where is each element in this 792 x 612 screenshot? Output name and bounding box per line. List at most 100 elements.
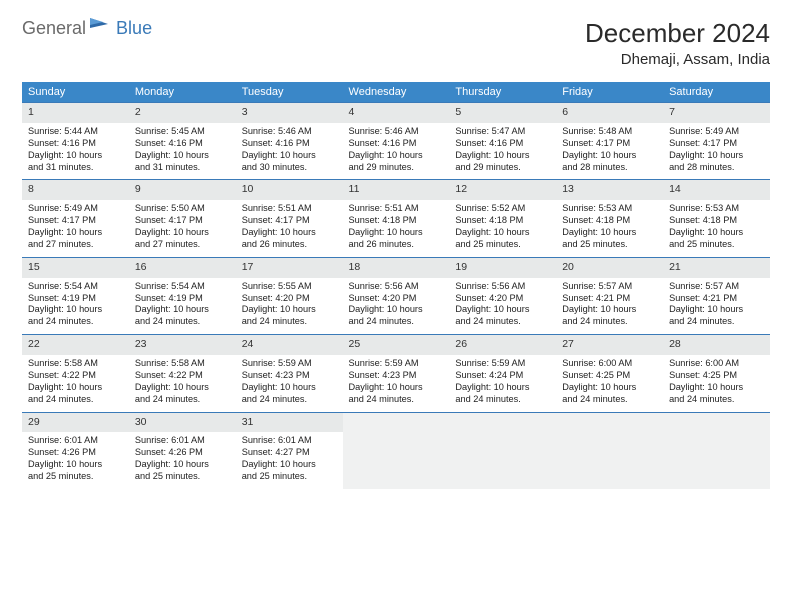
sunrise-text: Sunrise: 5:46 AM [242,126,337,138]
sunrise-text: Sunrise: 5:59 AM [349,358,444,370]
sunrise-text: Sunrise: 5:53 AM [669,203,764,215]
weekday-header: Tuesday [236,82,343,103]
daylight-text-1: Daylight: 10 hours [669,304,764,316]
daylight-text-1: Daylight: 10 hours [28,459,123,471]
daylight-text-1: Daylight: 10 hours [135,304,230,316]
day-number-cell: 28 [663,335,770,355]
day-details-cell: Sunrise: 5:57 AMSunset: 4:21 PMDaylight:… [663,278,770,335]
sunset-text: Sunset: 4:16 PM [455,138,550,150]
sunrise-text: Sunrise: 5:58 AM [135,358,230,370]
sunrise-text: Sunrise: 5:54 AM [28,281,123,293]
sunset-text: Sunset: 4:17 PM [562,138,657,150]
daylight-text-2: and 24 minutes. [669,394,764,406]
day-details-cell: Sunrise: 5:59 AMSunset: 4:23 PMDaylight:… [236,355,343,412]
logo-text-blue: Blue [116,18,152,39]
sunset-text: Sunset: 4:16 PM [28,138,123,150]
day-details-cell: Sunrise: 5:49 AMSunset: 4:17 PMDaylight:… [22,200,129,257]
sunrise-text: Sunrise: 5:58 AM [28,358,123,370]
day-number-cell: 7 [663,103,770,123]
daylight-text-2: and 31 minutes. [28,162,123,174]
sunset-text: Sunset: 4:18 PM [455,215,550,227]
day-details-cell: Sunrise: 5:57 AMSunset: 4:21 PMDaylight:… [556,278,663,335]
sunset-text: Sunset: 4:17 PM [669,138,764,150]
day-number-cell: 19 [449,257,556,277]
day-details-cell: Sunrise: 5:44 AMSunset: 4:16 PMDaylight:… [22,123,129,180]
day-number-cell: 13 [556,180,663,200]
day-details-cell: Sunrise: 5:50 AMSunset: 4:17 PMDaylight:… [129,200,236,257]
day-number-cell: 26 [449,335,556,355]
day-number-cell [449,412,556,432]
day-details-cell: Sunrise: 5:46 AMSunset: 4:16 PMDaylight:… [343,123,450,180]
sunrise-text: Sunrise: 5:55 AM [242,281,337,293]
day-details-cell: Sunrise: 5:56 AMSunset: 4:20 PMDaylight:… [449,278,556,335]
daylight-text-2: and 30 minutes. [242,162,337,174]
sunset-text: Sunset: 4:19 PM [135,293,230,305]
day-number-cell: 14 [663,180,770,200]
daylight-text-2: and 24 minutes. [135,394,230,406]
sunrise-text: Sunrise: 6:00 AM [669,358,764,370]
sunrise-text: Sunrise: 5:52 AM [455,203,550,215]
day-details-cell: Sunrise: 5:47 AMSunset: 4:16 PMDaylight:… [449,123,556,180]
daylight-text-1: Daylight: 10 hours [669,227,764,239]
day-details-cell [449,432,556,489]
day-details-row: Sunrise: 5:44 AMSunset: 4:16 PMDaylight:… [22,123,770,180]
daylight-text-1: Daylight: 10 hours [242,382,337,394]
weekday-header: Friday [556,82,663,103]
daylight-text-2: and 27 minutes. [135,239,230,251]
location-text: Dhemaji, Assam, India [585,51,770,68]
sunrise-text: Sunrise: 5:49 AM [669,126,764,138]
day-details-row: Sunrise: 6:01 AMSunset: 4:26 PMDaylight:… [22,432,770,489]
day-details-cell: Sunrise: 5:51 AMSunset: 4:17 PMDaylight:… [236,200,343,257]
day-details-cell: Sunrise: 5:45 AMSunset: 4:16 PMDaylight:… [129,123,236,180]
daylight-text-1: Daylight: 10 hours [28,382,123,394]
sunset-text: Sunset: 4:20 PM [242,293,337,305]
sunrise-text: Sunrise: 5:46 AM [349,126,444,138]
daylight-text-1: Daylight: 10 hours [455,227,550,239]
daylight-text-1: Daylight: 10 hours [349,150,444,162]
day-details-cell: Sunrise: 5:51 AMSunset: 4:18 PMDaylight:… [343,200,450,257]
day-number-row: 22232425262728 [22,335,770,355]
sunrise-text: Sunrise: 6:00 AM [562,358,657,370]
sunrise-text: Sunrise: 5:57 AM [669,281,764,293]
daylight-text-1: Daylight: 10 hours [562,227,657,239]
sunset-text: Sunset: 4:26 PM [28,447,123,459]
sunset-text: Sunset: 4:21 PM [562,293,657,305]
sunrise-text: Sunrise: 6:01 AM [28,435,123,447]
day-number-cell: 9 [129,180,236,200]
daylight-text-2: and 25 minutes. [562,239,657,251]
daylight-text-1: Daylight: 10 hours [562,304,657,316]
day-details-row: Sunrise: 5:58 AMSunset: 4:22 PMDaylight:… [22,355,770,412]
day-number-cell [343,412,450,432]
sunrise-text: Sunrise: 5:50 AM [135,203,230,215]
sunrise-text: Sunrise: 5:51 AM [242,203,337,215]
daylight-text-1: Daylight: 10 hours [669,382,764,394]
sunset-text: Sunset: 4:16 PM [242,138,337,150]
daylight-text-1: Daylight: 10 hours [349,382,444,394]
day-details-cell: Sunrise: 6:00 AMSunset: 4:25 PMDaylight:… [663,355,770,412]
daylight-text-1: Daylight: 10 hours [242,459,337,471]
day-number-cell: 29 [22,412,129,432]
day-details-cell: Sunrise: 5:56 AMSunset: 4:20 PMDaylight:… [343,278,450,335]
day-number-cell: 3 [236,103,343,123]
day-number-cell: 2 [129,103,236,123]
day-details-cell: Sunrise: 6:01 AMSunset: 4:27 PMDaylight:… [236,432,343,489]
daylight-text-1: Daylight: 10 hours [455,150,550,162]
daylight-text-1: Daylight: 10 hours [455,304,550,316]
sunrise-text: Sunrise: 6:01 AM [135,435,230,447]
day-details-cell: Sunrise: 5:58 AMSunset: 4:22 PMDaylight:… [129,355,236,412]
daylight-text-1: Daylight: 10 hours [135,150,230,162]
day-number-cell: 15 [22,257,129,277]
sunset-text: Sunset: 4:17 PM [242,215,337,227]
daylight-text-1: Daylight: 10 hours [135,382,230,394]
month-title: December 2024 [585,18,770,49]
daylight-text-2: and 24 minutes. [455,394,550,406]
daylight-text-1: Daylight: 10 hours [349,304,444,316]
day-details-row: Sunrise: 5:49 AMSunset: 4:17 PMDaylight:… [22,200,770,257]
day-number-cell: 21 [663,257,770,277]
day-number-cell: 20 [556,257,663,277]
sunrise-text: Sunrise: 5:53 AM [562,203,657,215]
weekday-header: Saturday [663,82,770,103]
day-number-cell: 11 [343,180,450,200]
day-details-cell: Sunrise: 5:48 AMSunset: 4:17 PMDaylight:… [556,123,663,180]
daylight-text-2: and 29 minutes. [455,162,550,174]
